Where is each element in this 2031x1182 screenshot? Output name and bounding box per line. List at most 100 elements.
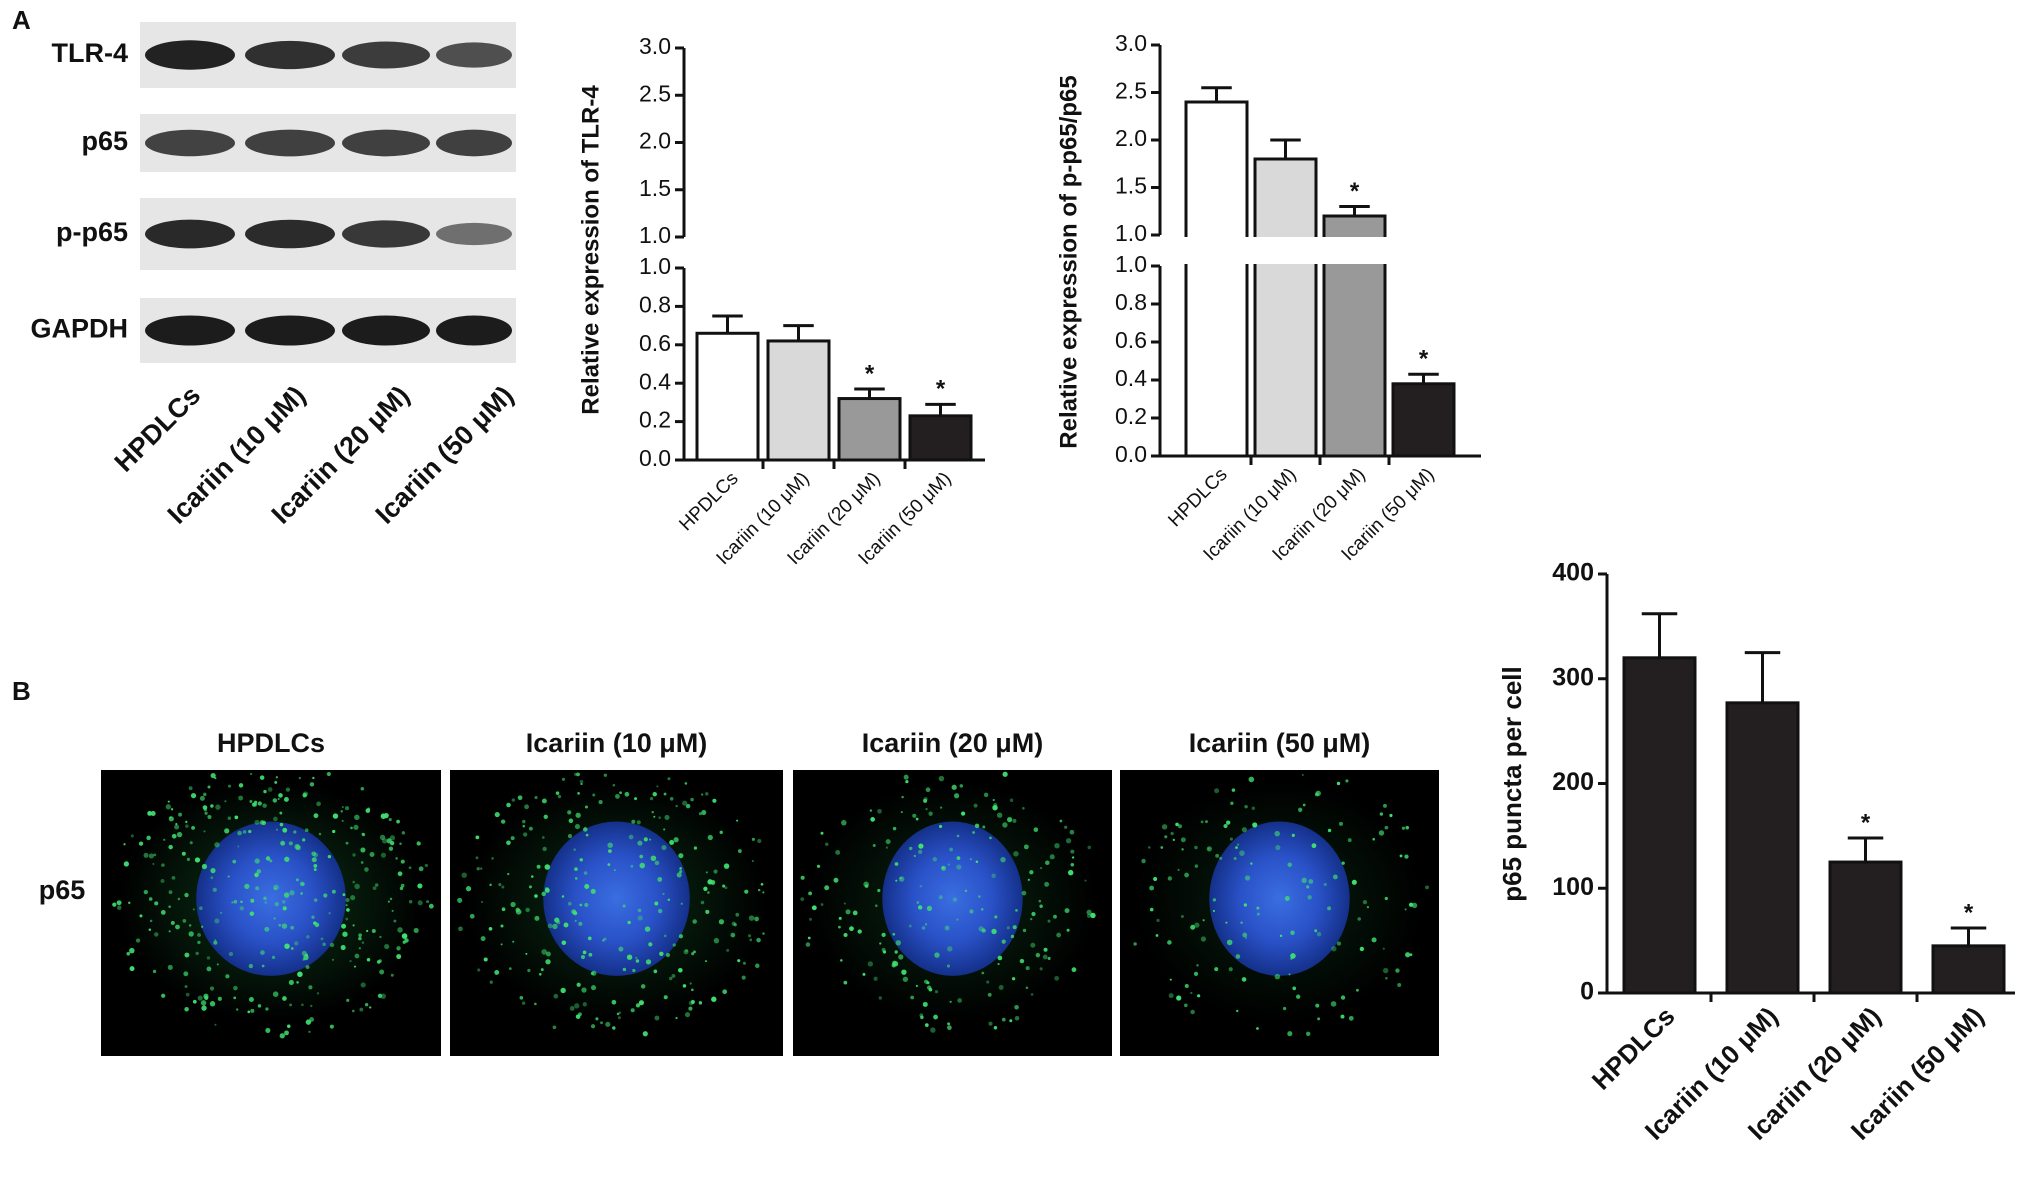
- y-tick-label: 0.4: [1115, 365, 1147, 391]
- puncta: [693, 950, 696, 954]
- puncta: [168, 890, 173, 895]
- puncta: [1214, 967, 1219, 972]
- puncta: [143, 889, 148, 895]
- puncta: [898, 954, 904, 960]
- puncta: [228, 951, 234, 957]
- puncta: [679, 870, 683, 874]
- puncta: [1401, 826, 1405, 830]
- puncta: [263, 789, 267, 794]
- puncta: [1291, 833, 1295, 837]
- bar: [1725, 701, 1800, 995]
- puncta: [203, 792, 207, 797]
- puncta: [322, 942, 326, 947]
- puncta: [116, 900, 122, 906]
- puncta: [724, 886, 728, 890]
- puncta: [224, 800, 227, 803]
- puncta: [652, 791, 657, 797]
- puncta: [932, 857, 938, 862]
- puncta: [567, 834, 573, 839]
- puncta: [469, 913, 475, 919]
- puncta: [800, 875, 805, 880]
- bar: [837, 397, 902, 462]
- puncta: [1340, 1014, 1345, 1019]
- y-tick-label: 1.5: [1115, 173, 1147, 199]
- puncta: [332, 813, 339, 819]
- puncta: [1033, 827, 1039, 833]
- puncta: [704, 960, 707, 963]
- puncta: [878, 996, 883, 1000]
- blot-band: [436, 222, 512, 246]
- puncta: [612, 1026, 616, 1030]
- puncta: [168, 905, 171, 908]
- puncta: [500, 924, 504, 928]
- puncta: [951, 784, 957, 790]
- puncta: [257, 1004, 262, 1008]
- puncta: [602, 939, 605, 942]
- puncta: [288, 979, 294, 986]
- puncta: [331, 958, 335, 961]
- puncta: [870, 817, 876, 822]
- puncta: [1235, 954, 1241, 959]
- puncta: [400, 883, 405, 888]
- puncta: [481, 901, 484, 904]
- puncta: [304, 828, 309, 833]
- puncta: [552, 923, 558, 930]
- puncta: [154, 901, 159, 906]
- puncta: [590, 985, 597, 991]
- puncta: [1177, 868, 1180, 871]
- puncta: [960, 811, 966, 816]
- puncta: [869, 809, 873, 812]
- puncta: [1231, 788, 1236, 792]
- puncta: [1308, 879, 1314, 884]
- puncta: [388, 817, 392, 822]
- puncta: [972, 831, 975, 834]
- puncta: [1002, 771, 1008, 777]
- puncta: [1054, 843, 1060, 849]
- puncta: [910, 995, 915, 1000]
- puncta: [242, 830, 247, 834]
- puncta: [664, 814, 670, 821]
- puncta: [254, 858, 260, 864]
- puncta: [1039, 904, 1043, 909]
- puncta: [1405, 952, 1411, 958]
- puncta: [1035, 952, 1041, 958]
- puncta: [304, 953, 308, 957]
- puncta: [189, 841, 193, 845]
- puncta: [379, 935, 382, 939]
- puncta: [611, 999, 617, 1005]
- puncta: [130, 834, 134, 838]
- puncta: [568, 818, 574, 824]
- puncta: [892, 826, 897, 831]
- puncta: [384, 944, 390, 950]
- puncta: [1243, 903, 1247, 907]
- puncta: [326, 771, 331, 777]
- puncta: [749, 938, 753, 942]
- puncta: [358, 936, 362, 941]
- puncta: [639, 862, 646, 869]
- puncta: [1336, 781, 1341, 786]
- puncta: [299, 881, 305, 887]
- puncta: [1168, 993, 1174, 999]
- puncta: [264, 926, 270, 932]
- puncta: [705, 909, 710, 914]
- puncta: [1000, 857, 1006, 863]
- puncta: [649, 838, 652, 841]
- puncta: [1161, 824, 1168, 830]
- puncta: [112, 902, 117, 907]
- significance: *: [1419, 346, 1429, 373]
- puncta: [500, 943, 503, 946]
- puncta: [366, 929, 369, 933]
- puncta: [671, 974, 676, 978]
- puncta: [1169, 978, 1172, 981]
- bar: [1184, 100, 1249, 458]
- puncta: [996, 812, 1003, 818]
- puncta: [290, 947, 294, 950]
- puncta: [898, 876, 905, 882]
- puncta: [350, 826, 353, 830]
- puncta: [712, 798, 717, 803]
- puncta: [909, 846, 913, 851]
- puncta: [969, 858, 973, 861]
- puncta: [638, 1000, 644, 1006]
- puncta: [275, 776, 278, 779]
- puncta: [515, 907, 520, 913]
